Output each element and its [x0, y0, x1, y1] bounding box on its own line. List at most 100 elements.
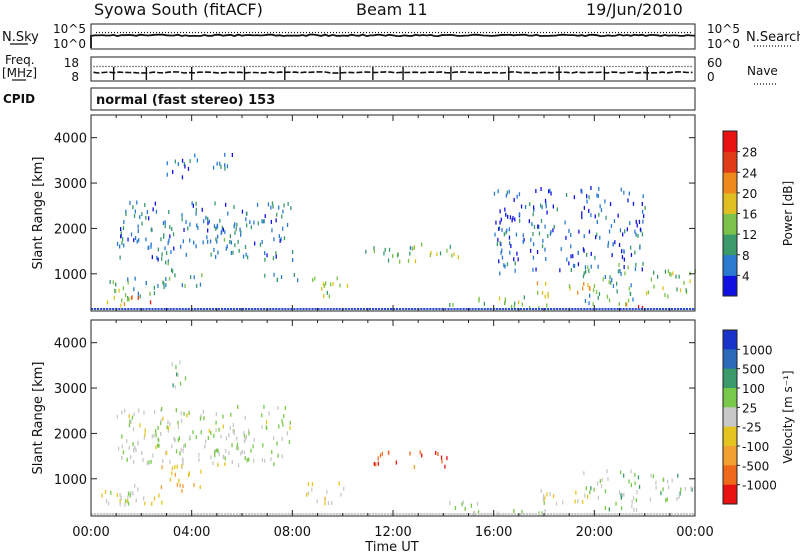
velocity-gate-cell [640, 513, 643, 515]
power-cell [164, 220, 166, 225]
xaxis-label: Time UT [364, 540, 418, 554]
velocity-cell [652, 474, 654, 479]
power-cell [607, 240, 610, 245]
power-colorbar-swatch [723, 151, 737, 173]
nave-tick-top: 60 [707, 56, 722, 70]
power-gate-cell [248, 308, 251, 310]
velocity-cell [375, 462, 377, 467]
velocity-cell [286, 431, 288, 436]
power-cell [532, 232, 534, 236]
power-cell [429, 253, 431, 257]
velocity-cell [596, 481, 599, 486]
power-cell [588, 301, 590, 306]
velocity-cell [188, 471, 190, 476]
power-cell [623, 257, 625, 262]
velocity-gate-cell [187, 513, 190, 515]
velocity-colorbar-tick-label: 1000 [742, 343, 773, 357]
power-cell [151, 255, 153, 260]
power-cell [505, 193, 507, 198]
velocity-gate-cell [411, 513, 414, 515]
power-cell [582, 286, 584, 291]
velocity-cell [167, 420, 169, 425]
power-cell [523, 295, 525, 300]
power-cell [280, 275, 283, 280]
power-gate-cell [486, 308, 489, 310]
power-cell [483, 301, 485, 306]
power-cell [261, 219, 263, 224]
power-cell [565, 235, 567, 240]
power-cell [263, 219, 265, 224]
power-cell [208, 219, 210, 224]
power-cell [123, 220, 125, 224]
velocity-gate-cell [130, 513, 133, 515]
velocity-cell [600, 483, 603, 488]
power-gate-cell [598, 308, 601, 310]
power-gate-cell [544, 308, 547, 310]
velocity-cell [584, 493, 586, 498]
power-gate-cell [622, 308, 625, 310]
velocity-cell [182, 484, 184, 489]
power-cell [550, 191, 552, 196]
velocity-cell [265, 425, 267, 430]
power-gate-cell [97, 308, 100, 310]
power-colorbar-tick-label: 12 [742, 228, 757, 242]
power-cell [587, 265, 589, 270]
power-cell [272, 256, 275, 261]
power-cell [244, 245, 247, 249]
power-cell [276, 212, 278, 217]
power-cell [544, 198, 547, 203]
power-gate-cell [260, 308, 263, 310]
power-cell [109, 280, 111, 284]
velocity-gate-cell [139, 513, 142, 515]
power-cell [599, 235, 601, 240]
power-cell [588, 195, 590, 200]
power-cell [164, 246, 166, 251]
power-cell [276, 277, 279, 282]
power-cell [321, 286, 323, 291]
velocity-gate-cell [613, 513, 616, 515]
power-cell [282, 226, 284, 231]
power-cell [170, 250, 172, 255]
velocity-cell [217, 462, 219, 467]
power-cell [216, 239, 218, 244]
power-gate-cell [580, 308, 583, 310]
power-cell [155, 209, 158, 214]
velocity-cell [343, 486, 345, 491]
velocity-cell [409, 451, 411, 456]
velocity-cell [635, 508, 638, 512]
power-gate-cell [193, 308, 196, 310]
power-cell [134, 276, 136, 281]
velocity-gate-cell [106, 513, 109, 515]
power-cell [610, 224, 613, 229]
velocity-colorbar-label: Velocity [m s⁻¹] [781, 370, 795, 463]
power-cell [224, 230, 226, 235]
velocity-cell [104, 489, 107, 494]
velocity-gate-cell [495, 513, 498, 515]
power-cell [577, 290, 579, 295]
power-cell [131, 295, 133, 300]
power-cell [177, 162, 179, 167]
velocity-gate-cell [607, 513, 610, 515]
power-cell [499, 209, 501, 214]
power-cell [292, 250, 294, 255]
power-gate-cell [311, 308, 314, 310]
velocity-gate-cell [260, 513, 263, 515]
velocity-cell [155, 433, 157, 438]
power-gate-cell [347, 308, 350, 310]
power-gate-cell [335, 308, 338, 310]
power-cell [189, 159, 191, 164]
power-cell [272, 204, 274, 209]
power-cell [120, 227, 122, 232]
velocity-cell [121, 434, 123, 439]
velocity-cell [632, 496, 635, 500]
velocity-gate-cell [528, 513, 532, 515]
power-cell [577, 262, 580, 267]
velocity-cell [192, 430, 194, 435]
power-cell [323, 283, 326, 288]
power-cell [578, 229, 580, 234]
velocity-cell [173, 436, 175, 441]
velocity-cell [608, 507, 610, 512]
power-cell [194, 153, 196, 158]
velocity-cell [129, 419, 131, 424]
power-cell [498, 227, 500, 231]
